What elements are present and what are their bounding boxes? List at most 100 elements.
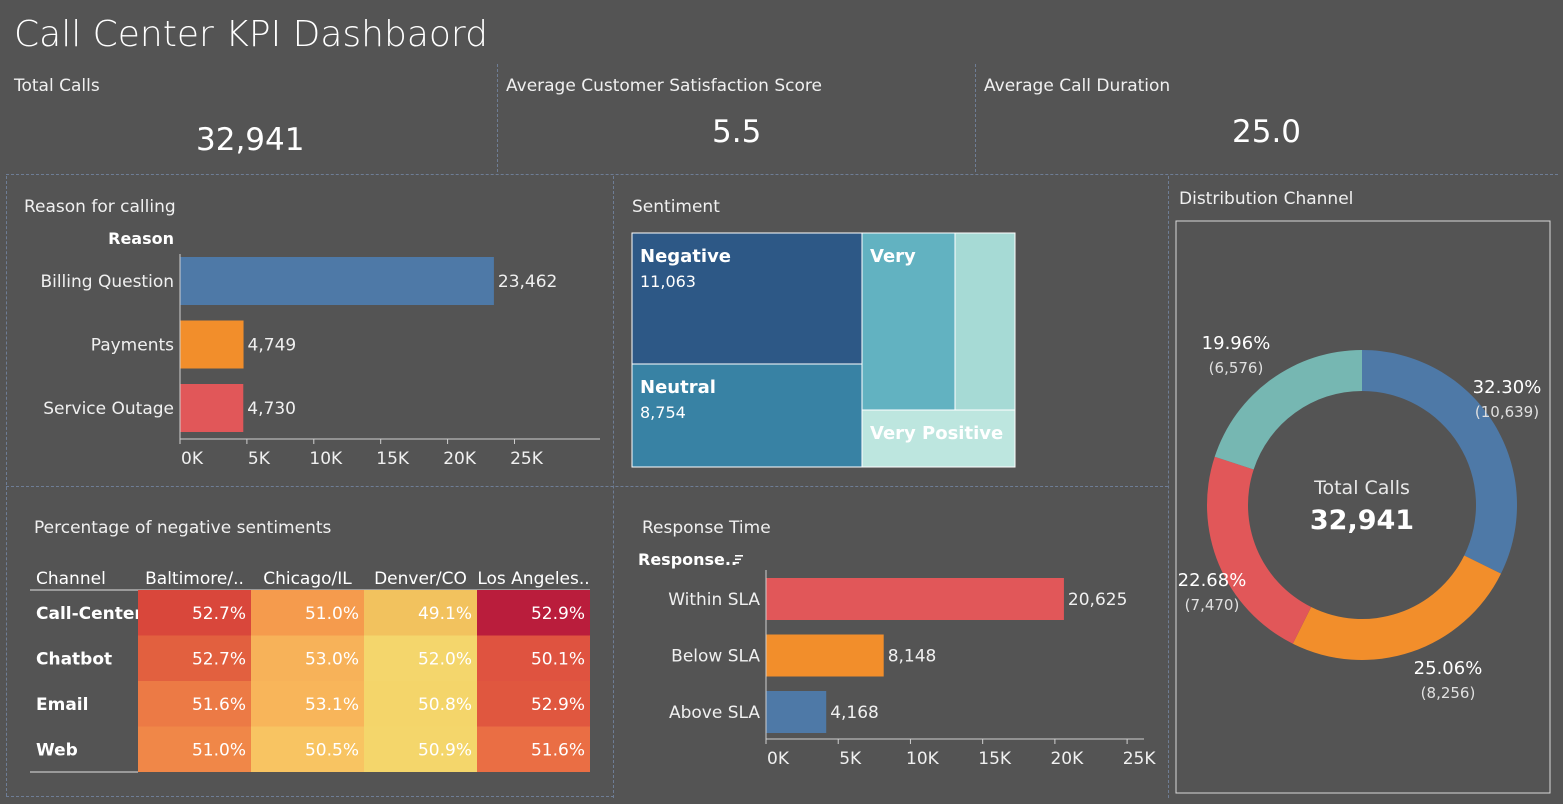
treemap-value-negative: 11,063 xyxy=(640,272,696,291)
kpi-avg-duration-value: 25.0 xyxy=(1232,114,1302,150)
donut-center-label: Total Calls xyxy=(1313,477,1410,499)
heatmap-cell-label: 53.0% xyxy=(305,649,359,669)
reason-category-label: Payments xyxy=(91,336,174,356)
heatmap-cell[interactable] xyxy=(251,635,364,682)
heatmap-cell-label: 52.0% xyxy=(418,649,472,669)
heatmap-cell[interactable] xyxy=(477,726,590,773)
donut-value-label: (8,256) xyxy=(1421,684,1476,702)
reason-bar[interactable] xyxy=(180,384,244,432)
treemap-cell-very-positive[interactable] xyxy=(862,410,1015,467)
donut-slice[interactable] xyxy=(1292,555,1501,660)
heatmap-cell[interactable] xyxy=(251,726,364,773)
treemap-cell-negative[interactable] xyxy=(632,233,862,364)
donut-slice[interactable] xyxy=(1362,350,1517,574)
heatmap-cell-label: 50.5% xyxy=(305,740,359,760)
kpi-total-calls-value: 32,941 xyxy=(196,122,305,158)
response-value-label: 20,625 xyxy=(1068,590,1127,610)
response-bar[interactable] xyxy=(766,691,827,733)
donut-slice[interactable] xyxy=(1207,456,1312,644)
heatmap-cell-label: 51.6% xyxy=(531,740,585,760)
response-x-tick-label: 15K xyxy=(978,749,1012,769)
treemap-label-negative: Negative xyxy=(640,246,731,267)
heatmap-cell[interactable] xyxy=(364,635,477,682)
donut-pct-label: 22.68% xyxy=(1178,570,1247,591)
middle-row-divider xyxy=(6,486,1168,487)
kpi-avg-duration-label: Average Call Duration xyxy=(984,76,1171,96)
heatmap-cell-label: 51.0% xyxy=(305,604,359,624)
reason-category-label: Service Outage xyxy=(43,399,174,419)
heatmap-cell[interactable] xyxy=(364,681,477,727)
treemap-cell-unlabeled[interactable] xyxy=(955,233,1015,410)
dashboard-title: Call Center KPI Dashbaord xyxy=(14,14,488,55)
negative-pct-panel-title: Percentage of negative sentiments xyxy=(34,518,332,538)
heatmap-cell[interactable] xyxy=(364,590,477,636)
response-category-label: Above SLA xyxy=(669,703,760,723)
heatmap-cell-label: 52.7% xyxy=(192,604,246,624)
response-value-label: 4,168 xyxy=(830,703,879,723)
kpi-total-calls-label: Total Calls xyxy=(14,76,100,96)
response-bar[interactable] xyxy=(766,578,1064,620)
heatmap-cell[interactable] xyxy=(477,681,590,727)
treemap-cell-neutral[interactable] xyxy=(632,364,862,467)
response-bar-chart: Response.. Within SLA 20,625 Below SLA 8,14… xyxy=(638,550,1156,769)
response-bar[interactable] xyxy=(766,634,884,677)
heatmap-cell[interactable] xyxy=(251,590,364,636)
reason-x-tick-label: 10K xyxy=(309,449,343,469)
heatmap-cell-label: 50.1% xyxy=(531,649,585,669)
heatmap-cell[interactable] xyxy=(138,635,251,682)
donut-slice[interactable] xyxy=(1214,350,1362,470)
heatmap-cell[interactable] xyxy=(477,635,590,682)
treemap-label-very-positive: Very Positive xyxy=(870,423,1003,444)
reason-chart-marks: Billing Question 23,462 Payments 4,749 Servi… xyxy=(40,254,600,469)
reason-value-label: 4,749 xyxy=(248,336,297,356)
reason-column-header: Reason xyxy=(108,229,174,248)
reason-category-label: Billing Question xyxy=(40,272,174,292)
donut-center-value: 32,941 xyxy=(1310,505,1414,536)
donut-frame xyxy=(1175,220,1551,794)
heatmap-column-header: Los Angeles.. xyxy=(477,569,589,589)
reason-x-tick-label: 15K xyxy=(376,449,410,469)
kpi-divider-1 xyxy=(497,64,498,172)
response-category-label: Within SLA xyxy=(668,590,760,610)
donut-value-label: (10,639) xyxy=(1475,403,1539,421)
heatmap-cell-label: 53.1% xyxy=(305,695,359,715)
heatmap-cell[interactable] xyxy=(138,681,251,727)
bottom-edge-divider xyxy=(6,796,614,797)
heatmap-cell[interactable] xyxy=(477,590,590,636)
reason-bar[interactable] xyxy=(180,257,494,305)
heatmap-cell-label: 49.1% xyxy=(418,604,472,624)
heatmap-cell-label: 50.8% xyxy=(418,695,472,715)
heatmap-cell[interactable] xyxy=(251,681,364,727)
treemap-borders xyxy=(631,232,1016,468)
heatmap-cell[interactable] xyxy=(138,590,251,636)
donut-value-label: (6,576) xyxy=(1209,359,1264,377)
heatmap-row-label: Chatbot xyxy=(36,649,112,669)
kpi-avg-csat-label: Average Customer Satisfaction Score xyxy=(506,76,822,96)
response-panel-title: Response Time xyxy=(642,518,771,538)
heatmap-cell-label: 52.7% xyxy=(192,649,246,669)
sentiment-panel-title: Sentiment xyxy=(632,197,720,217)
heatmap-cell-label: 51.6% xyxy=(192,695,246,715)
donut-pct-label: 19.96% xyxy=(1202,333,1271,354)
donut-value-label: (7,470) xyxy=(1185,596,1240,614)
reason-bar[interactable] xyxy=(180,320,244,369)
reason-x-tick-label: 25K xyxy=(510,449,544,469)
reason-bar-chart: Reason Billing Question 23,462 Payments 4,7… xyxy=(40,229,600,469)
heatmap-cell-label: 52.9% xyxy=(531,695,585,715)
heatmap-cell[interactable] xyxy=(364,726,477,773)
sort-icon[interactable] xyxy=(735,555,743,564)
treemap-cell-very[interactable] xyxy=(862,233,955,410)
heatmap-column-header: Denver/CO xyxy=(374,569,467,589)
response-chart-marks: Within SLA 20,625 Below SLA 8,148 Above SLA 4… xyxy=(668,570,1156,769)
response-category-label: Below SLA xyxy=(671,647,760,667)
heatmap-cell[interactable] xyxy=(138,726,251,773)
heatmap-column-header: Chicago/IL xyxy=(263,569,352,589)
sentiment-treemap: Negative 11,063 Neutral 8,754 Very Very … xyxy=(631,232,1016,468)
distribution-panel-title: Distribution Channel xyxy=(1179,189,1354,209)
kpi-avg-csat-value: 5.5 xyxy=(712,114,762,150)
heatmap-row-label: Call-Center xyxy=(36,604,143,624)
reason-value-label: 4,730 xyxy=(247,399,296,419)
heatmap-cell-label: 50.9% xyxy=(418,740,472,760)
reason-panel-title: Reason for calling xyxy=(24,197,176,217)
right-column-divider xyxy=(1168,176,1169,798)
